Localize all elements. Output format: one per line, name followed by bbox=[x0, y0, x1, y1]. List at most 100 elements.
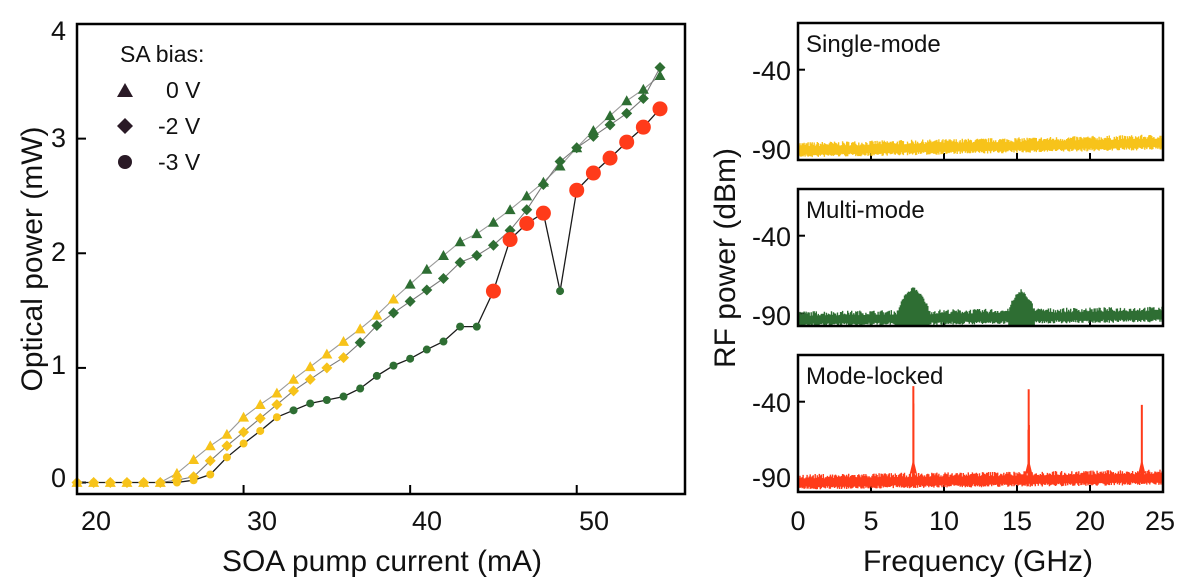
panel-frame bbox=[796, 21, 1165, 162]
circle-marker bbox=[619, 134, 635, 150]
circle-marker bbox=[106, 478, 115, 487]
circle-marker bbox=[256, 426, 265, 435]
circle-marker bbox=[272, 413, 281, 422]
right-ytick-label: -40 bbox=[752, 222, 791, 252]
right-xtick-label: 10 bbox=[929, 506, 959, 536]
triangle-marker bbox=[387, 293, 399, 304]
diamond-marker bbox=[537, 178, 549, 190]
triangle-marker bbox=[321, 348, 333, 359]
right-xtick-label: 0 bbox=[790, 506, 805, 536]
triangle-marker bbox=[338, 336, 350, 346]
triangle-marker bbox=[271, 387, 283, 398]
triangle-marker bbox=[254, 399, 266, 409]
circle-marker bbox=[406, 354, 415, 363]
diamond-marker bbox=[437, 272, 449, 284]
right-xtick-label: 5 bbox=[863, 506, 878, 536]
circle-marker bbox=[289, 406, 298, 415]
optical-power-chart: 20 30 40 50 0 1 2 3 4 SOA pump current (… bbox=[16, 16, 687, 578]
diamond-marker bbox=[304, 373, 316, 385]
diamond-marker bbox=[271, 399, 283, 411]
diamond-marker bbox=[404, 295, 416, 307]
left-x-axis-label: SOA pump current (mA) bbox=[222, 545, 542, 578]
triangle-marker bbox=[654, 70, 666, 80]
circle-marker bbox=[556, 287, 565, 296]
circle-marker bbox=[602, 150, 618, 166]
circle-marker bbox=[519, 215, 535, 231]
rf-spectrum-trace bbox=[797, 403, 1164, 490]
triangle-marker bbox=[188, 454, 200, 465]
diamond-marker bbox=[238, 426, 250, 438]
triangle-marker bbox=[587, 125, 599, 136]
right-xtick-label: 20 bbox=[1075, 506, 1105, 536]
circle-marker bbox=[485, 283, 501, 299]
right-ytick-label: -40 bbox=[752, 388, 791, 418]
diamond-marker bbox=[621, 107, 633, 119]
diamond-marker bbox=[571, 142, 583, 154]
panel-title-multi-mode: Multi-mode bbox=[806, 197, 925, 224]
left-xtick-label: 50 bbox=[579, 506, 609, 536]
left-ytick-label: 2 bbox=[51, 237, 66, 267]
right-ytick-label: -90 bbox=[752, 135, 791, 165]
diamond-marker bbox=[487, 239, 499, 251]
panel-frame bbox=[796, 353, 1165, 494]
triangle-marker bbox=[288, 373, 300, 384]
circle-marker bbox=[502, 232, 518, 248]
diamond-marker bbox=[454, 256, 466, 268]
right-xtick-label: 25 bbox=[1145, 506, 1175, 536]
triangle-marker bbox=[504, 204, 516, 215]
circle-marker bbox=[156, 478, 165, 487]
legend-diamond-marker bbox=[117, 118, 133, 134]
left-chart-markers bbox=[71, 62, 668, 489]
triangle-marker bbox=[371, 309, 383, 320]
panel-single-mode bbox=[797, 68, 1164, 160]
triangle-marker bbox=[471, 228, 483, 239]
right-x-axis-label: Frequency (GHz) bbox=[863, 545, 1093, 578]
circle-marker bbox=[356, 384, 365, 393]
triangle-marker bbox=[354, 323, 366, 334]
circle-marker bbox=[189, 476, 198, 485]
triangle-marker bbox=[221, 428, 233, 439]
triangle-marker bbox=[637, 83, 649, 94]
legend-label-0v: 0 V bbox=[166, 77, 201, 103]
triangle-marker bbox=[437, 250, 449, 260]
diamond-marker bbox=[221, 440, 233, 452]
diamond-marker bbox=[554, 156, 566, 168]
right-y-axis-label: RF power (dBm) bbox=[709, 148, 742, 368]
left-plot-frame bbox=[75, 22, 687, 496]
diamond-marker bbox=[338, 352, 350, 364]
circle-marker bbox=[585, 165, 601, 181]
circle-marker bbox=[535, 205, 551, 221]
triangle-marker bbox=[604, 110, 616, 121]
triangle-marker bbox=[521, 190, 533, 201]
circle-marker bbox=[339, 392, 348, 401]
triangle-marker bbox=[171, 467, 183, 478]
circle-marker bbox=[569, 182, 585, 198]
circle-marker bbox=[122, 478, 131, 487]
panel-mode-locked bbox=[797, 386, 1164, 492]
circle-marker bbox=[456, 322, 465, 331]
triangle-marker bbox=[404, 278, 416, 289]
triangle-marker bbox=[421, 263, 433, 274]
circle-marker bbox=[322, 396, 331, 404]
left-ytick-label: 1 bbox=[51, 350, 66, 380]
diamond-marker bbox=[654, 62, 666, 74]
right-ytick-label: -40 bbox=[752, 56, 791, 86]
circle-marker bbox=[372, 371, 381, 380]
circle-marker bbox=[239, 439, 248, 448]
triangle-marker bbox=[454, 236, 466, 247]
right-ytick-label: -90 bbox=[752, 301, 791, 331]
triangle-marker bbox=[621, 95, 633, 106]
left-ytick-label: 3 bbox=[51, 123, 66, 153]
triangle-marker bbox=[204, 440, 216, 451]
left-ytick-label: 4 bbox=[51, 16, 66, 46]
legend-label-minus3v: -3 V bbox=[158, 149, 201, 175]
right-xtick-label: 15 bbox=[1002, 506, 1032, 536]
triangle-marker bbox=[304, 361, 316, 372]
panel-title-single-mode: Single-mode bbox=[806, 31, 941, 58]
left-xtick-label: 30 bbox=[247, 506, 277, 536]
diamond-marker bbox=[604, 119, 616, 131]
diamond-marker bbox=[637, 93, 649, 105]
diamond-marker bbox=[521, 204, 533, 216]
circle-marker bbox=[472, 322, 481, 331]
